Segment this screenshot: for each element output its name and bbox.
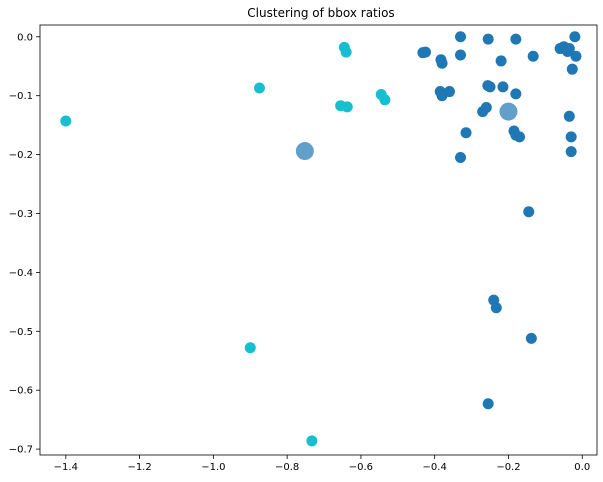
y-axis: 0.0 −0.1 −0.2 −0.3 −0.4 −0.5 −0.6 −0.7 bbox=[9, 32, 40, 456]
scatter-point-cluster-2 bbox=[60, 115, 72, 127]
y-tick-label: −0.2 bbox=[9, 150, 33, 161]
y-tick-label: −0.7 bbox=[9, 445, 33, 456]
scatter-point-cluster-1 bbox=[510, 33, 522, 45]
scatter-point-cluster-1 bbox=[495, 55, 507, 67]
scatter-point-cluster-2 bbox=[253, 82, 265, 94]
scatter-point-cluster-1 bbox=[455, 152, 467, 164]
y-tick-label: −0.4 bbox=[9, 268, 33, 279]
x-tick-label: −1.2 bbox=[127, 462, 151, 473]
x-tick-label: −0.8 bbox=[275, 462, 299, 473]
scatter-point-cluster-1 bbox=[525, 332, 537, 344]
y-tick-label: −0.6 bbox=[9, 386, 33, 397]
scatter-point-cluster-1 bbox=[566, 63, 578, 75]
scatter-points bbox=[60, 31, 582, 447]
chart-title: Clustering of bbox ratios bbox=[247, 6, 394, 20]
scatter-point-cluster-1 bbox=[490, 302, 502, 314]
scatter-point-cluster-1 bbox=[419, 46, 431, 58]
centroid-points bbox=[295, 102, 518, 161]
scatter-point-cluster-1 bbox=[460, 127, 472, 139]
scatter-point-cluster-2 bbox=[341, 101, 353, 113]
scatter-point-cluster-1 bbox=[482, 33, 494, 45]
scatter-point-cluster-2 bbox=[379, 94, 391, 106]
scatter-point-cluster-2 bbox=[244, 342, 256, 354]
scatter-point-cluster-1 bbox=[570, 50, 582, 62]
x-tick-label: −0.6 bbox=[349, 462, 373, 473]
y-tick-label: −0.5 bbox=[9, 327, 33, 338]
scatter-point-cluster-1 bbox=[523, 206, 535, 218]
scatter-point-cluster-1 bbox=[569, 31, 581, 43]
scatter-point-cluster-1 bbox=[565, 146, 577, 158]
plot-frame bbox=[39, 24, 598, 456]
scatter-point-cluster-1 bbox=[482, 398, 494, 410]
scatter-point-cluster-1 bbox=[565, 131, 577, 143]
x-tick-label: −1.4 bbox=[54, 462, 78, 473]
scatter-point-cluster-1 bbox=[514, 131, 526, 143]
centroid-point bbox=[499, 102, 518, 121]
scatter-point-cluster-1 bbox=[480, 101, 492, 113]
scatter-point-cluster-1 bbox=[455, 49, 467, 61]
x-tick-label: 0.0 bbox=[574, 462, 590, 473]
x-tick-label: −0.4 bbox=[423, 462, 447, 473]
scatter-point-cluster-1 bbox=[443, 86, 455, 98]
scatter-point-cluster-1 bbox=[510, 88, 522, 100]
x-tick-label: −1.0 bbox=[201, 462, 225, 473]
scatter-point-cluster-1 bbox=[484, 81, 496, 93]
scatter-point-cluster-1 bbox=[497, 81, 509, 93]
scatter-point-cluster-2 bbox=[340, 46, 352, 58]
y-tick-label: −0.1 bbox=[9, 91, 33, 102]
x-tick-label: −0.2 bbox=[496, 462, 520, 473]
scatter-point-cluster-1 bbox=[563, 110, 575, 122]
y-tick-label: 0.0 bbox=[17, 32, 33, 43]
y-tick-label: −0.3 bbox=[9, 209, 33, 220]
scatter-point-cluster-1 bbox=[527, 50, 539, 62]
scatter-point-cluster-1 bbox=[436, 57, 448, 69]
x-axis: −1.4 −1.2 −1.0 −0.8 −0.6 −0.4 −0.2 0.0 bbox=[54, 455, 590, 473]
centroid-point bbox=[295, 142, 314, 161]
scatter-point-cluster-2 bbox=[306, 435, 318, 447]
scatter-point-cluster-1 bbox=[455, 31, 467, 43]
scatter-point-cluster-1 bbox=[563, 43, 575, 55]
